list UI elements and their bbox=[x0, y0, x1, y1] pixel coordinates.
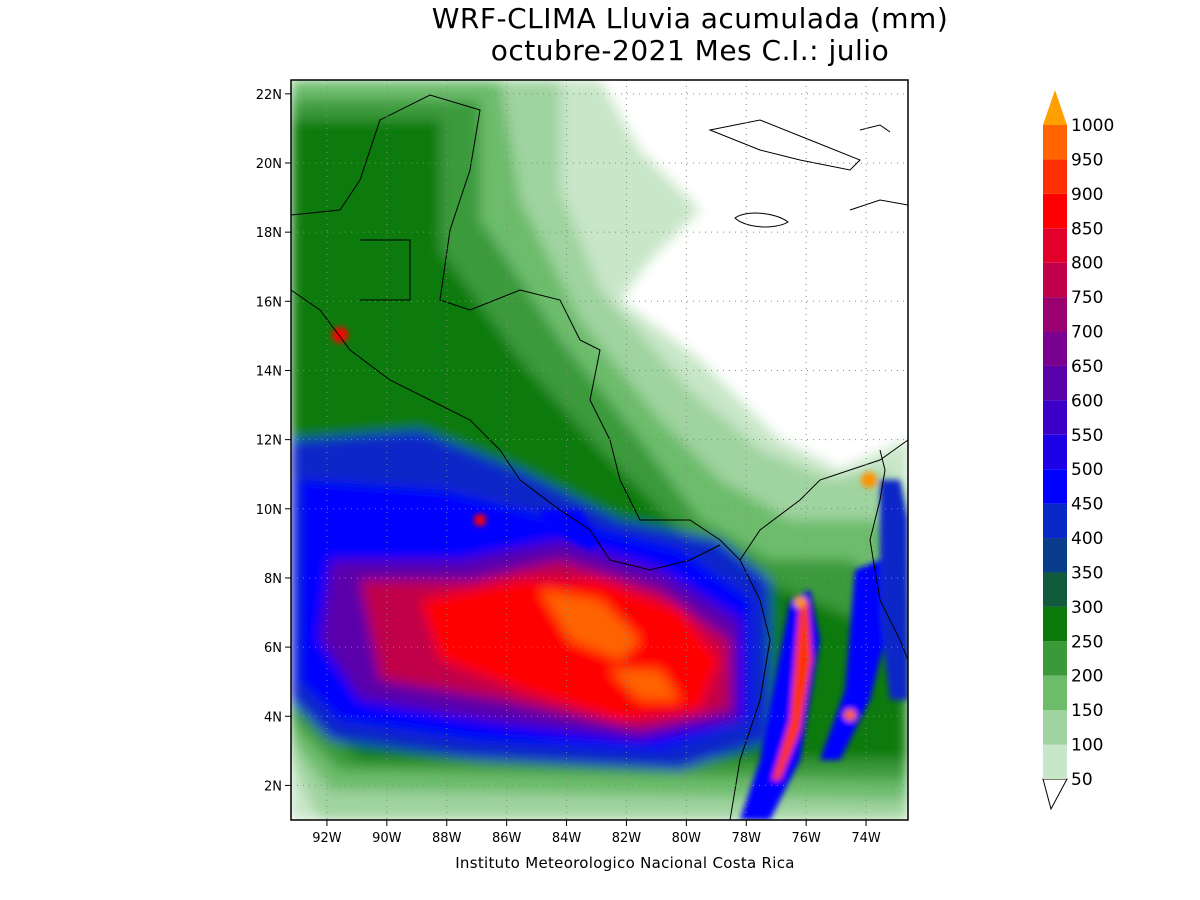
colorbar-swatch bbox=[1043, 125, 1067, 160]
colorbar-swatch bbox=[1043, 744, 1067, 779]
colorbar-label: 900 bbox=[1071, 185, 1103, 205]
lon-tick-label: 92W bbox=[312, 831, 342, 846]
colorbar-swatch bbox=[1043, 503, 1067, 539]
coastlines bbox=[291, 94, 908, 820]
colorbar-swatch bbox=[1043, 365, 1067, 401]
lat-tick-label: 6N bbox=[264, 641, 282, 656]
lat-tick-label: 14N bbox=[256, 364, 282, 379]
colorbar-label: 1000 bbox=[1071, 116, 1114, 136]
colorbar-swatch bbox=[1043, 606, 1067, 642]
lat-tick-label: 4N bbox=[264, 710, 282, 725]
colorbar-label: 100 bbox=[1071, 736, 1103, 756]
colorbar-swatch bbox=[1043, 228, 1067, 263]
lon-tick-label: 80W bbox=[672, 831, 702, 846]
colorbar-swatch bbox=[1043, 434, 1067, 470]
map-frame bbox=[290, 79, 909, 821]
colorbar-label: 250 bbox=[1071, 632, 1103, 652]
lon-tick-label: 76W bbox=[791, 831, 821, 846]
colorbar-label: 200 bbox=[1071, 667, 1103, 687]
colorbar-label: 300 bbox=[1071, 598, 1103, 618]
colorbar-label: 450 bbox=[1071, 495, 1103, 515]
colorbar-swatch bbox=[1043, 262, 1067, 298]
lat-tick-label: 12N bbox=[256, 434, 282, 449]
colorbar-label: 800 bbox=[1071, 254, 1103, 274]
colorbar-label: 500 bbox=[1071, 460, 1103, 480]
chart-subtitle: octubre-2021 Mes C.I.: julio bbox=[490, 34, 890, 67]
colorbar-swatch bbox=[1043, 710, 1067, 745]
colorbar-label: 600 bbox=[1071, 391, 1103, 411]
lat-tick-label: 8N bbox=[264, 572, 282, 587]
lon-axis: 92W 90W 88W 86W 84W 82W 80W 78W 76W 74W bbox=[312, 820, 881, 846]
rainfall-field bbox=[291, 80, 908, 820]
lon-tick-label: 86W bbox=[492, 831, 522, 846]
colorbar-label: 50 bbox=[1071, 770, 1093, 790]
colorbar-label: 950 bbox=[1071, 150, 1103, 170]
chart-title: WRF-CLIMA Lluvia acumulada (mm) bbox=[431, 2, 949, 35]
colorbar-label: 550 bbox=[1071, 426, 1103, 446]
colorbar-label: 350 bbox=[1071, 563, 1103, 583]
colorbar-swatch bbox=[1043, 400, 1067, 435]
lat-tick-label: 16N bbox=[256, 295, 282, 310]
colorbar-swatch bbox=[1043, 469, 1067, 504]
credit-text: Instituto Meteorologico Nacional Costa R… bbox=[455, 854, 795, 872]
colorbar-swatch bbox=[1043, 641, 1067, 676]
colorbar-swatch bbox=[1043, 572, 1067, 607]
lon-tick-label: 78W bbox=[732, 831, 762, 846]
colorbar-label: 150 bbox=[1071, 701, 1103, 721]
lon-tick-label: 88W bbox=[432, 831, 462, 846]
colorbar-swatch bbox=[1043, 675, 1067, 711]
lon-tick-label: 74W bbox=[851, 831, 881, 846]
colorbar-label: 700 bbox=[1071, 323, 1103, 343]
lat-tick-label: 2N bbox=[264, 779, 282, 794]
colorbar-label: 850 bbox=[1071, 219, 1103, 239]
lat-tick-label: 22N bbox=[256, 88, 282, 103]
lon-tick-label: 90W bbox=[372, 831, 402, 846]
colorbar-swatch bbox=[1043, 159, 1067, 194]
colorbar-underflow bbox=[1042, 778, 1068, 811]
colorbar-swatch bbox=[1043, 331, 1067, 366]
lat-axis: 2N 4N 6N 8N 10N 12N 14N 16N 18N 20N 22N bbox=[256, 88, 291, 794]
lat-tick-label: 10N bbox=[256, 503, 282, 518]
lat-tick-label: 20N bbox=[256, 157, 282, 172]
colorbar-label: 400 bbox=[1071, 529, 1103, 549]
lon-tick-label: 84W bbox=[552, 831, 582, 846]
map-grid bbox=[291, 80, 908, 820]
colorbar-label: 650 bbox=[1071, 357, 1103, 377]
colorbar-label: 750 bbox=[1071, 288, 1103, 308]
lat-tick-label: 18N bbox=[256, 226, 282, 241]
colorbar: 50 100 150 200 250 300 350 400 450 500 550 600 650 70… bbox=[1042, 90, 1114, 811]
colorbar-overflow bbox=[1043, 90, 1067, 125]
colorbar-swatch bbox=[1043, 297, 1067, 332]
colorbar-swatch bbox=[1043, 538, 1067, 573]
colorbar-swatch bbox=[1043, 193, 1067, 229]
lon-tick-label: 82W bbox=[612, 831, 642, 846]
